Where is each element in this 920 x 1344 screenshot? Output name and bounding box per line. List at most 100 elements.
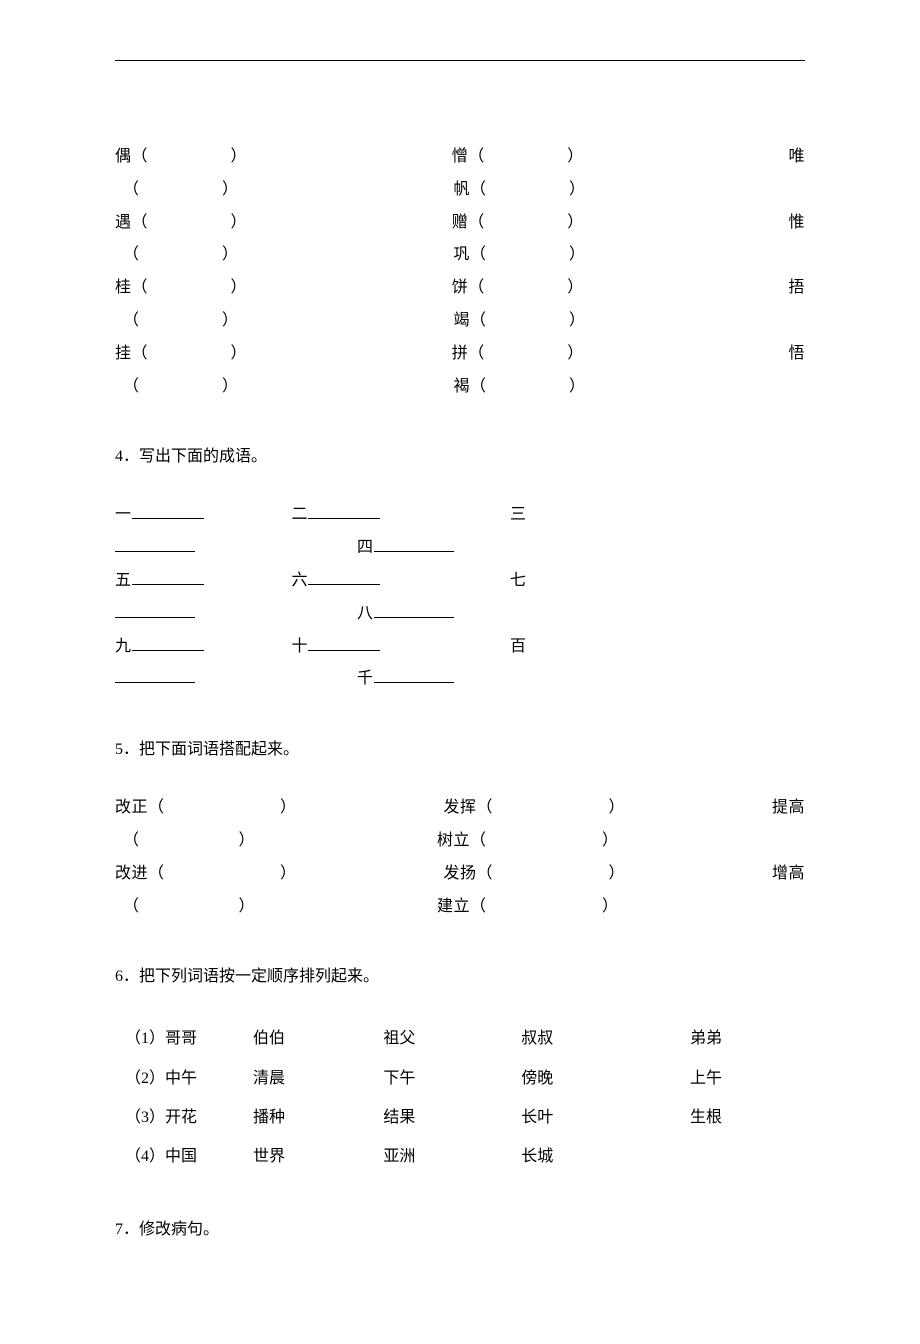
q5-cell: 树立（ ）: [437, 825, 619, 858]
q4-cell: 百: [510, 631, 527, 664]
q4-char: 一: [115, 499, 132, 532]
q4-char: 三: [510, 499, 527, 532]
q4-cell: 十: [292, 631, 381, 664]
blank-underline: [115, 603, 195, 617]
q3-cell: [801, 174, 806, 207]
q5-cell: [801, 891, 806, 924]
q4-line: 五六七: [115, 565, 805, 598]
q6-item: 结果: [383, 1098, 521, 1137]
q3-cell: [801, 371, 806, 404]
q3-line: 偶（ ）憎（ ）唯: [115, 141, 805, 174]
q3-cell: 挂（ ）: [115, 338, 247, 371]
q4-char: 百: [510, 631, 527, 664]
blank-underline: [308, 571, 380, 585]
q6-row: （2）中午清晨下午傍晚上午: [115, 1059, 805, 1098]
q4-cell: 八: [357, 598, 454, 631]
q3-cell: 捂: [788, 272, 805, 305]
q6-item: 上午: [690, 1059, 805, 1098]
q4-char: 十: [292, 631, 309, 664]
top-rule: [115, 60, 805, 61]
q3-cell: 饼（ ）: [452, 272, 584, 305]
q6-item: 伯伯: [253, 1019, 383, 1058]
q6-item: 弟弟: [690, 1019, 805, 1058]
q6-item: 亚洲: [383, 1137, 521, 1176]
q4-line: 四: [115, 532, 805, 565]
q4-char: 二: [292, 499, 309, 532]
blank-underline: [132, 636, 204, 650]
q4-cell: 二: [292, 499, 381, 532]
q4-cell: 九: [115, 631, 204, 664]
q6-num: （3）开花: [115, 1098, 253, 1137]
q3-cell: 拼（ ）: [452, 338, 584, 371]
q3-line: 桂（ ） 饼（ ） 捂: [115, 272, 805, 305]
q3-cell: 遇（ ）: [115, 207, 247, 240]
q3-cell: [801, 305, 806, 338]
blank-underline: [374, 669, 454, 683]
q3-line: 遇（ ）赠（ ）惟: [115, 207, 805, 240]
q3-line: （ ）竭（ ）: [115, 305, 805, 338]
q3-cell: （ ）: [123, 305, 239, 338]
q3-cell: 帆（ ）: [454, 174, 586, 207]
q7-title: 7．修改病句。: [115, 1214, 805, 1246]
q3-cell: 桂（ ）: [115, 272, 247, 305]
q6-item: 世界: [253, 1137, 383, 1176]
blank-underline: [115, 538, 195, 552]
q5-cell: 改进（ ）: [115, 858, 297, 891]
q3-cell: 赠（ ）: [452, 207, 584, 240]
q6-table: （1）哥哥伯伯祖父叔叔弟弟（2）中午清晨下午傍晚上午（3）开花播种结果长叶生根（…: [115, 1019, 805, 1176]
q5-cell: 改正（ ）: [115, 792, 297, 825]
q4-title: 4．写出下面的成语。: [115, 441, 805, 473]
q3-cell: （ ）: [123, 371, 239, 404]
q5-cell: 发挥（ ）: [443, 792, 625, 825]
q6-item: 长叶: [521, 1098, 690, 1137]
q5-cell: 建立（ ）: [437, 891, 619, 924]
q3-cell: 悟: [788, 338, 805, 371]
q4-cell: 四: [357, 532, 454, 565]
q3-cell: 偶（ ）: [115, 141, 247, 174]
q6-item: 下午: [383, 1059, 521, 1098]
q4-char: 六: [292, 565, 309, 598]
q3-cell: [801, 239, 806, 272]
q5-line: 改进（ ） 发扬（ ） 增高: [115, 858, 805, 891]
q5-line: （ ） 树立（ ）: [115, 825, 805, 858]
blank-underline: [374, 538, 454, 552]
q4-cell: 千: [357, 663, 454, 696]
q4-char: 八: [357, 598, 374, 631]
q5-section: 5．把下面词语搭配起来。 改正（ ） 发挥（ ） 提高 （ ） 树立（ ） 改进（ ） 发…: [115, 734, 805, 923]
blank-underline: [132, 505, 204, 519]
q6-item: 生根: [690, 1098, 805, 1137]
q6-num: （4）中国: [115, 1137, 253, 1176]
q6-item: 清晨: [253, 1059, 383, 1098]
q4-cell: [115, 669, 195, 683]
q5-cell: 增高: [772, 858, 805, 891]
q3-cell: （ ）: [123, 174, 239, 207]
q4-line: 一二三: [115, 499, 805, 532]
q3-line: 挂（ ） 拼（ ） 悟: [115, 338, 805, 371]
q4-char: 七: [510, 565, 527, 598]
q6-num: （1）哥哥: [115, 1019, 253, 1058]
q4-char: 千: [357, 663, 374, 696]
q4-block: 一二三四五六七八九十百千: [115, 499, 805, 696]
q5-cell: （ ）: [123, 825, 255, 858]
q6-section: 6．把下列词语按一定顺序排列起来。 （1）哥哥伯伯祖父叔叔弟弟（2）中午清晨下午…: [115, 961, 805, 1176]
q6-item: 长城: [521, 1137, 690, 1176]
q5-line: 改正（ ） 发挥（ ） 提高: [115, 792, 805, 825]
q5-cell: [801, 825, 806, 858]
q5-cell: 发扬（ ）: [443, 858, 625, 891]
q3-block: 偶（ ）憎（ ）唯（ ）帆（ ） 遇（ ）赠（ ）惟（ ）巩（ ） 桂（ ）饼（…: [115, 141, 805, 403]
q4-char: 九: [115, 631, 132, 664]
q6-item: 祖父: [383, 1019, 521, 1058]
q3-line: （ ） 帆（ ）: [115, 174, 805, 207]
q6-item: 傍晚: [521, 1059, 690, 1098]
blank-underline: [308, 636, 380, 650]
q6-item: [690, 1137, 805, 1176]
q6-row: （1）哥哥伯伯祖父叔叔弟弟: [115, 1019, 805, 1058]
q5-title: 5．把下面词语搭配起来。: [115, 734, 805, 766]
blank-underline: [132, 571, 204, 585]
q4-line: 八: [115, 598, 805, 631]
q6-item: 叔叔: [521, 1019, 690, 1058]
q6-row: （3）开花播种结果长叶生根: [115, 1098, 805, 1137]
q5-cell: 提高: [772, 792, 805, 825]
q4-cell: 六: [292, 565, 381, 598]
q3-line: （ ）褐（ ）: [115, 371, 805, 404]
